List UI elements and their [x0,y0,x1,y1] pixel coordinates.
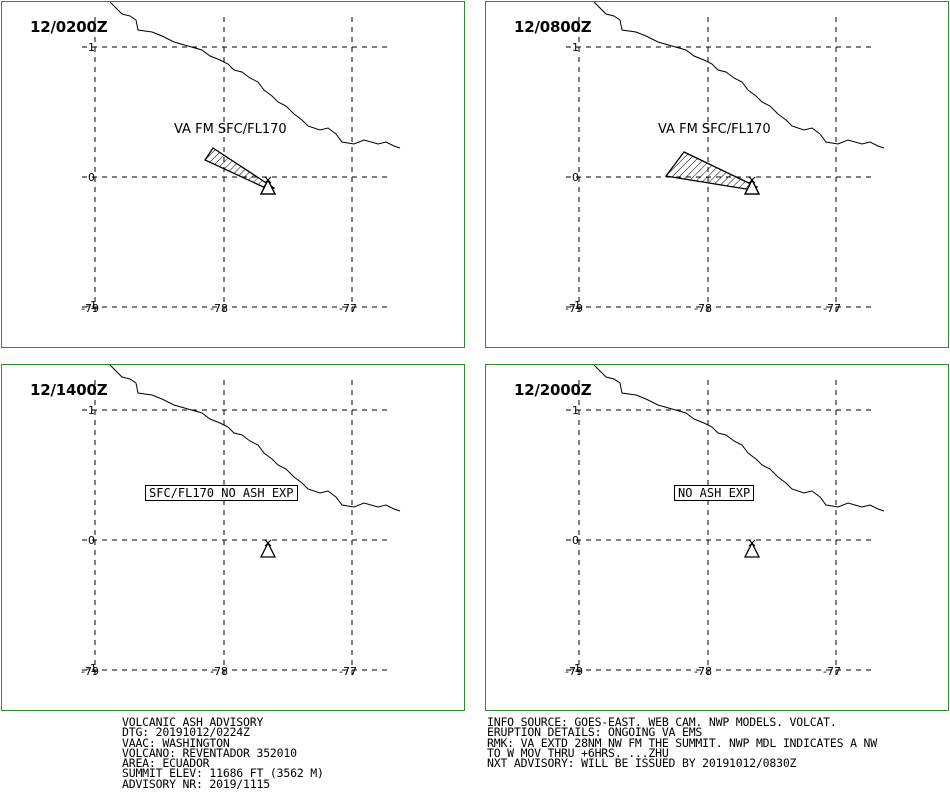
lon-tick-label: -78 [694,665,712,678]
lat-tick-label: -1 [570,662,581,675]
ash-level-label: VA FM SFC/FL170 [658,122,771,137]
volcano-triangle [743,541,761,558]
lat-tick-label: 1 [88,404,95,417]
no-ash-label: SFC/FL170 NO ASH EXP [145,485,298,501]
lon-tick-label: -78 [694,302,712,315]
lat-lon-grid [566,17,874,314]
advisory-line: TO W MOV THRU +6HRS. ...ZHU [487,745,669,760]
advisory-line: NXT ADVISORY: WILL BE ISSUED BY 20191012… [487,756,797,771]
no-ash-label: NO ASH EXP [674,485,755,501]
lon-tick-label: -77 [823,302,841,315]
forecast-panel-0200z: 12/0200Z 1 0 -1 -79 -78 -77 VA FM SFC/FL… [1,1,465,348]
lat-tick-label: 1 [572,404,579,417]
volcano-triangle [743,178,761,195]
lat-tick-label: 0 [88,171,95,184]
lat-tick-label: 0 [88,534,95,547]
lon-tick-label: -77 [339,302,357,315]
ash-area [664,151,759,191]
ash-area [204,147,276,191]
volcano-plume [264,176,272,184]
lon-tick-label: -79 [81,665,99,678]
advisory-line: AREA: ECUADOR [122,756,210,771]
coastline [109,365,401,512]
lon-tick-label: -77 [823,665,841,678]
lat-tick-label: 0 [572,534,579,547]
coastline [593,2,885,149]
lon-tick-label: -79 [565,302,583,315]
advisory-line: SUMMIT ELEV: 11686 FT (3562 M) [122,766,324,781]
panel-time-label: 12/2000Z [514,381,592,399]
advisory-line: VOLCANIC ASH ADVISORY [122,715,264,729]
lon-tick-label: -78 [210,302,228,315]
coastline [593,365,885,512]
lon-tick-label: -77 [339,665,357,678]
volcano-symbol-icon [743,176,761,195]
advisory-line: VAAC: WASHINGTON [122,735,230,750]
volcano-plume [748,176,756,184]
advisory-line: RMK: VA EXTD 28NM NW FM THE SUMMIT. NWP … [487,735,877,750]
lat-tick-label: 1 [572,41,579,54]
volcano-symbol-icon [259,539,277,558]
panel-time-label: 12/1400Z [30,381,108,399]
advisory-line: ADVISORY NR: 2019/1115 [122,776,270,791]
volcano-plume [264,539,272,547]
advisory-line: INFO SOURCE: GOES-EAST. WEB CAM. NWP MOD… [487,715,837,729]
panel-time-label: 12/0800Z [514,18,592,36]
forecast-panel-0800z: 12/0800Z 1 0 -1 -79 -78 -77 VA FM SFC/FL… [485,1,949,348]
panel-time-label: 12/0200Z [30,18,108,36]
lat-tick-label: -1 [86,299,97,312]
map-canvas [82,2,401,314]
map-canvas [566,2,885,314]
lat-lon-grid [566,380,874,677]
advisory-line: VOLCANO: REVENTADOR 352010 [122,745,297,760]
volcano-symbol-icon [743,539,761,558]
volcano-triangle [259,541,277,558]
advisory-line: DTG: 20191012/0224Z [122,725,250,740]
advisory-header-block: VOLCANIC ASH ADVISORY DTG: 20191012/0224… [122,715,324,791]
volcano-plume [748,539,756,547]
lon-tick-label: -79 [81,302,99,315]
coastline [109,2,401,149]
volcano-symbol-icon [259,176,277,195]
advisory-details-block: INFO SOURCE: GOES-EAST. WEB CAM. NWP MOD… [487,715,877,771]
lat-tick-label: -1 [570,299,581,312]
map-canvas [82,365,401,677]
volcano-triangle [259,178,277,195]
lat-lon-grid [82,17,390,314]
map-canvas [566,365,885,677]
lon-tick-label: -78 [210,665,228,678]
lon-tick-label: -79 [565,665,583,678]
forecast-panel-2000z: 12/2000Z 1 0 -1 -79 -78 -77 NO ASH EXP [485,364,949,711]
lat-tick-label: 1 [88,41,95,54]
ash-level-label: VA FM SFC/FL170 [174,122,287,137]
lat-tick-label: 0 [572,171,579,184]
forecast-panel-1400z: 12/1400Z 1 0 -1 -79 -78 -77 SFC/FL170 NO… [1,364,465,711]
lat-lon-grid [82,380,390,677]
lat-tick-label: -1 [86,662,97,675]
ash-cloud-polygon [664,151,761,195]
advisory-line: ERUPTION DETAILS: ONGOING VA EMS [487,725,703,740]
